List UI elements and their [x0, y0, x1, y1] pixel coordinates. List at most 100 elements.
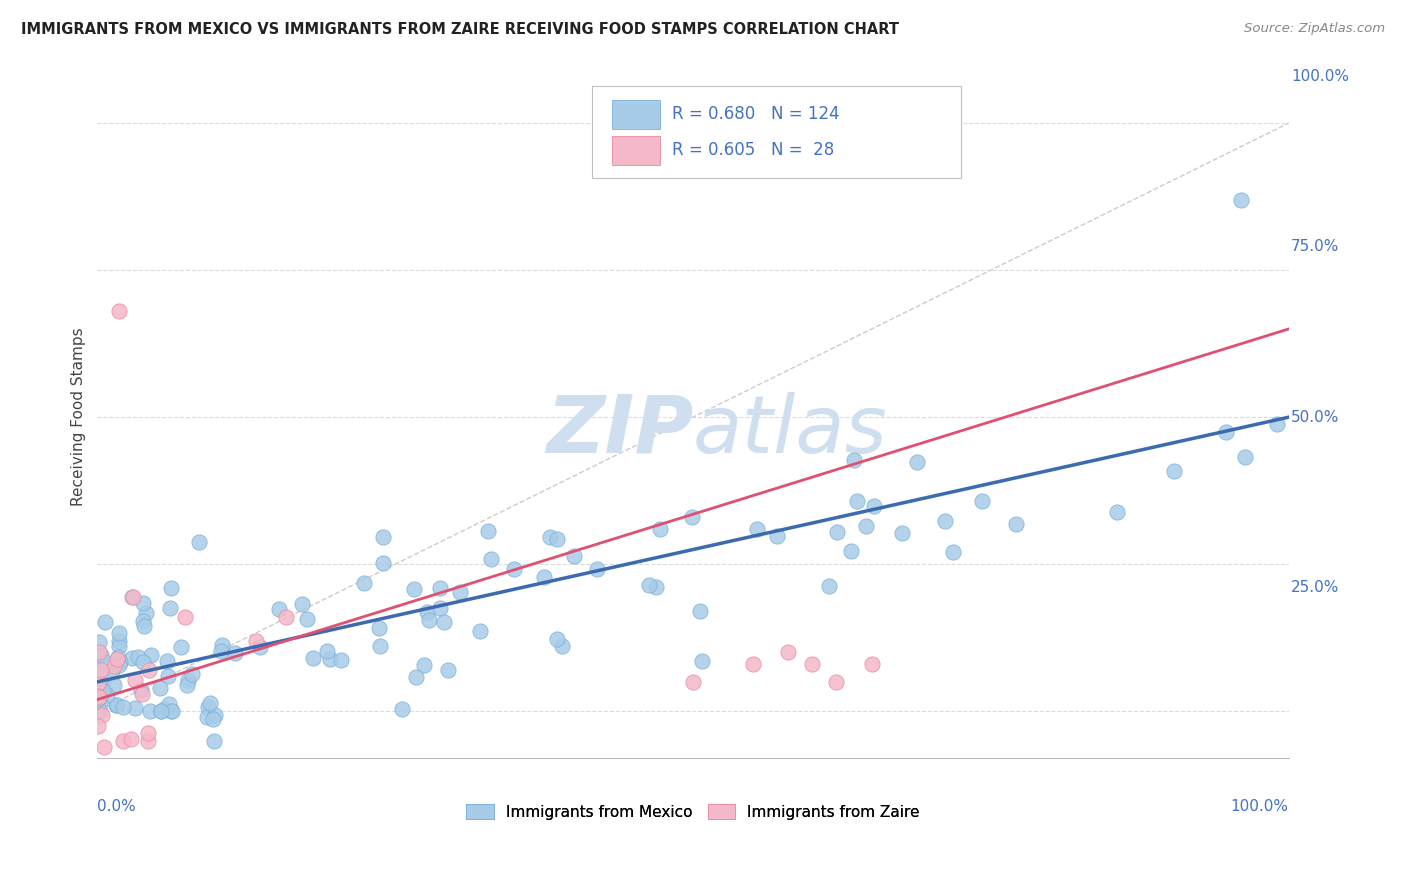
Point — [533, 570, 555, 584]
Point — [160, 704, 183, 718]
Point — [187, 534, 209, 549]
Text: 0.0%: 0.0% — [97, 799, 136, 814]
Text: Source: ZipAtlas.com: Source: ZipAtlas.com — [1244, 22, 1385, 36]
Point — [825, 674, 848, 689]
Point — [108, 657, 131, 672]
Point — [107, 304, 129, 318]
Point — [449, 585, 471, 599]
Point — [150, 704, 173, 718]
Point — [136, 733, 159, 747]
Point — [87, 635, 110, 649]
Point — [295, 612, 318, 626]
Point — [546, 532, 568, 546]
Point — [170, 640, 193, 655]
Point — [87, 665, 110, 679]
Point — [86, 689, 108, 703]
Point — [503, 562, 526, 576]
Point — [132, 619, 155, 633]
Point — [209, 644, 232, 658]
Point — [139, 648, 162, 662]
Point — [138, 704, 160, 718]
Point — [564, 549, 586, 563]
Point — [291, 598, 314, 612]
Point — [155, 654, 177, 668]
Point — [149, 681, 172, 696]
Point — [204, 708, 226, 723]
Point — [87, 692, 110, 706]
Point — [330, 653, 353, 667]
Point — [1215, 425, 1237, 439]
Point — [905, 455, 928, 469]
Point — [132, 614, 155, 628]
Point — [648, 522, 671, 536]
Point — [249, 640, 271, 654]
Point — [855, 519, 877, 533]
Point — [124, 673, 146, 687]
FancyBboxPatch shape — [612, 100, 659, 128]
Point — [176, 677, 198, 691]
Point — [86, 704, 108, 718]
Text: R = 0.605   N =  28: R = 0.605 N = 28 — [672, 141, 834, 159]
Point — [96, 688, 118, 702]
Point — [845, 494, 868, 508]
Point — [429, 581, 451, 595]
Point — [862, 500, 884, 514]
Point — [103, 659, 125, 673]
Point — [138, 663, 160, 677]
Point — [468, 624, 491, 638]
Point — [124, 701, 146, 715]
Point — [765, 529, 787, 543]
Point — [368, 639, 391, 653]
Point — [429, 601, 451, 615]
FancyBboxPatch shape — [592, 87, 962, 178]
Point — [1107, 505, 1129, 519]
Point — [224, 646, 246, 660]
Legend: Immigrants from Mexico, Immigrants from Zaire: Immigrants from Mexico, Immigrants from … — [460, 797, 927, 826]
Point — [177, 673, 200, 687]
Point — [801, 657, 824, 672]
Point — [195, 710, 218, 724]
Point — [245, 634, 267, 648]
Point — [689, 604, 711, 618]
Text: 25.0%: 25.0% — [1291, 581, 1340, 595]
Point — [86, 719, 108, 733]
Point — [416, 605, 439, 619]
Point — [538, 530, 561, 544]
Point — [477, 524, 499, 539]
Point — [160, 704, 183, 718]
FancyBboxPatch shape — [612, 136, 659, 165]
Point — [90, 648, 112, 662]
Point — [302, 651, 325, 665]
Point — [1163, 464, 1185, 478]
Point — [180, 667, 202, 681]
Point — [197, 699, 219, 714]
Point — [371, 530, 394, 544]
Point — [91, 707, 114, 722]
Point — [107, 633, 129, 648]
Point — [127, 650, 149, 665]
Point — [93, 739, 115, 754]
Point — [391, 702, 413, 716]
Point — [153, 701, 176, 715]
Point — [405, 670, 427, 684]
Point — [112, 733, 135, 747]
Point — [174, 610, 197, 624]
Text: IMMIGRANTS FROM MEXICO VS IMMIGRANTS FROM ZAIRE RECEIVING FOOD STAMPS CORRELATIO: IMMIGRANTS FROM MEXICO VS IMMIGRANTS FRO… — [21, 22, 898, 37]
Point — [120, 731, 142, 746]
Point — [586, 562, 609, 576]
Point — [108, 626, 131, 640]
Point — [316, 644, 339, 658]
Point — [934, 514, 956, 528]
Point — [90, 663, 112, 677]
Point — [122, 591, 145, 605]
Point — [202, 733, 225, 747]
Point — [839, 544, 862, 558]
Point — [89, 645, 111, 659]
Point — [103, 678, 125, 692]
Point — [690, 654, 713, 668]
Point — [198, 696, 221, 710]
Point — [94, 655, 117, 669]
Point — [402, 582, 425, 597]
Point — [371, 557, 394, 571]
Point — [644, 580, 666, 594]
